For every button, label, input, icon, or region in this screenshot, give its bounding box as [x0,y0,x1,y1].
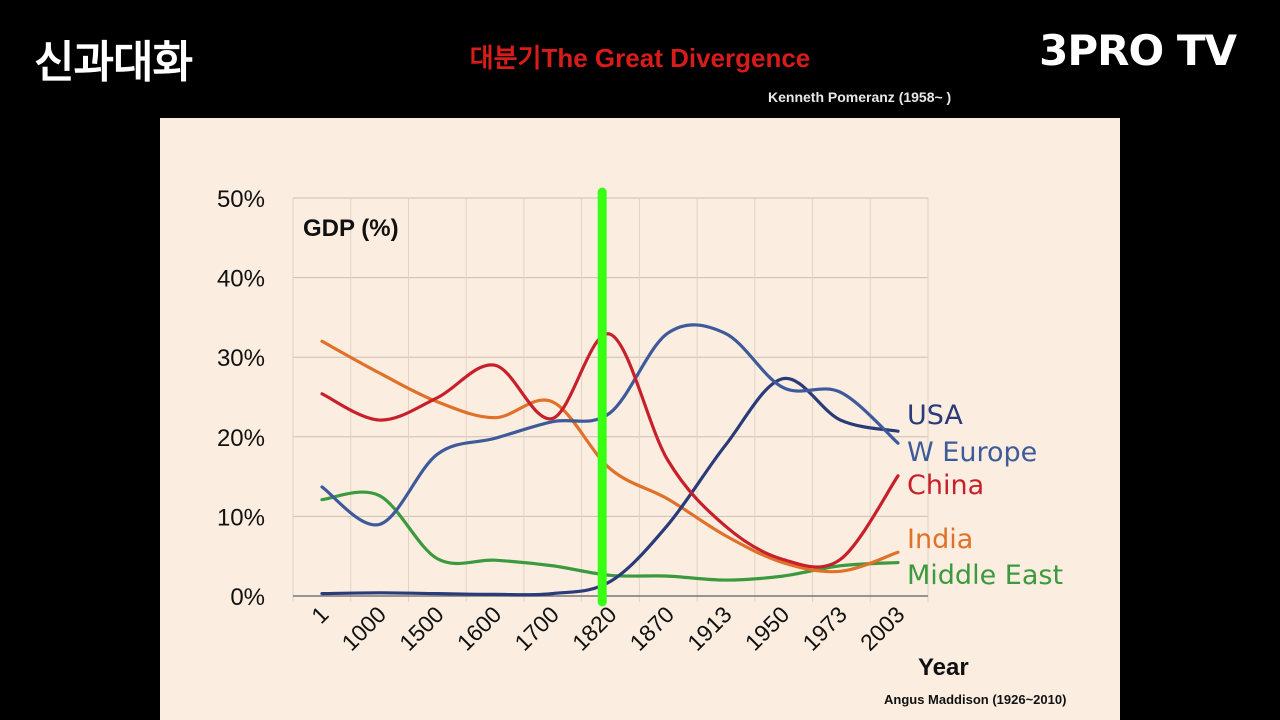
y-tick-label: 0% [230,584,265,611]
page-title: 대분기The Great Divergence [469,43,811,73]
x-tick-label: 1913 [682,601,737,656]
x-tick-label: 1700 [509,601,564,656]
y-tick-label: 20% [217,425,265,452]
legend-label-usa: USA [907,400,963,431]
y-tick-label: 40% [217,266,265,293]
chart-slide [160,118,1120,720]
source-credit: Angus Maddison (1926~2010) [884,692,1067,707]
x-axis-label: Year [918,654,969,681]
x-tick-label: 1973 [797,601,852,656]
series-line-india [320,339,900,574]
legend-label-india: India [907,524,973,555]
series-line-usa [320,376,900,597]
y-tick-label: 10% [217,504,265,531]
x-tick-label: 1500 [394,601,449,656]
series-line-w-europe [320,323,900,527]
y-tick-label: 50% [217,186,265,213]
chart-title: GDP (%) [303,215,399,242]
legend-label-w-europe: W Europe [907,437,1037,468]
marker-line-texture [597,191,607,603]
x-tick-label: 1000 [337,601,392,656]
brand-logo: 3PRO TV [1039,26,1237,75]
series-line-china [320,332,900,569]
author-caption: Kenneth Pomeranz (1958~ ) [768,89,952,105]
legend-label-middle-east: Middle East [907,560,1063,591]
x-tick-label: 2003 [855,601,910,656]
legend-label-china: China [907,470,984,501]
x-tick-label: 1600 [452,601,507,656]
x-tick-label: 1950 [740,601,795,656]
channel-logo: 신과대화 [34,37,193,88]
x-tick-label: 1820 [567,601,622,656]
series-line-middle-east [320,490,900,582]
x-tick-label: 1 [306,601,333,628]
x-tick-label: 1870 [625,601,680,656]
y-tick-label: 30% [217,345,265,372]
